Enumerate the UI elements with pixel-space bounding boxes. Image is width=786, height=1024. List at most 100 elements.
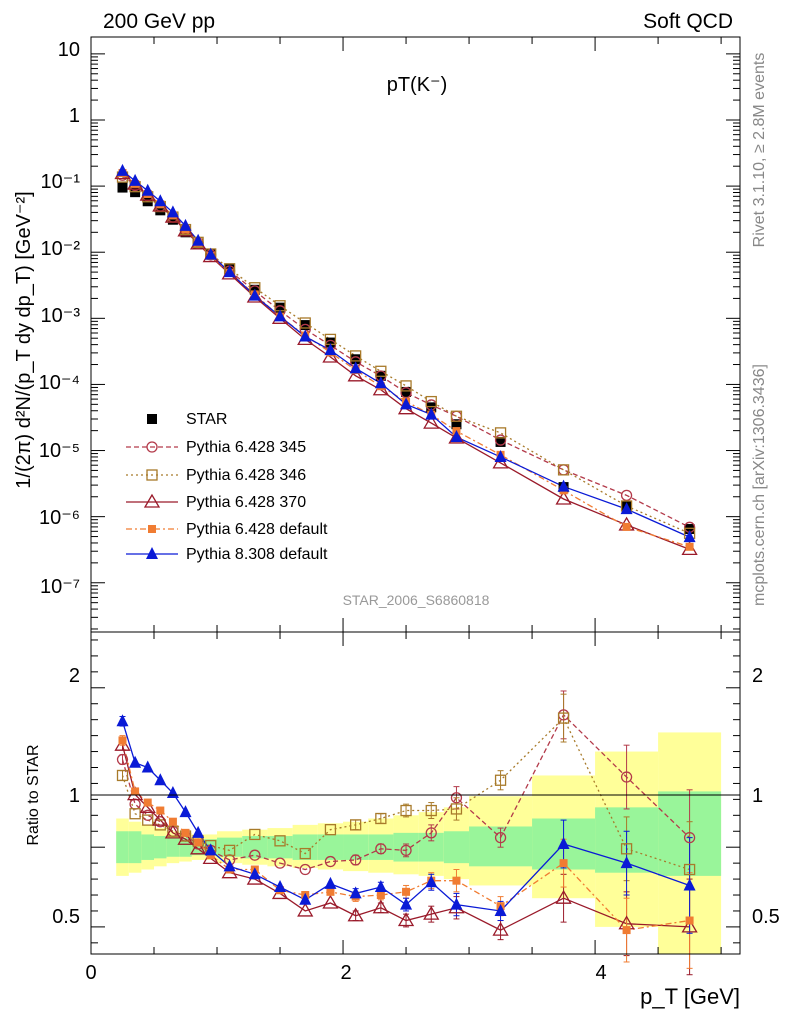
y-tick-label: 10⁻⁷ bbox=[40, 576, 80, 598]
data-point-pythia-6-428-default bbox=[622, 522, 631, 531]
legend-marker-pythia-6-428-345 bbox=[146, 441, 158, 453]
data-point-pythia-6-428-346 bbox=[425, 395, 437, 408]
data-markers bbox=[114, 163, 698, 936]
green-uncertainty-band bbox=[128, 831, 142, 864]
ratio-point-pythia-6-428-370 bbox=[423, 905, 440, 920]
ratio-point-pythia-6-428-370 bbox=[152, 811, 169, 826]
data-point-pythia-6-428-370 bbox=[347, 367, 364, 382]
green-uncertainty-band bbox=[292, 834, 318, 860]
x-axis-title: p_T [GeV] bbox=[640, 984, 740, 1009]
ratio-point-pythia-6-428-default bbox=[131, 787, 140, 796]
data-point-pythia-6-428-346 bbox=[450, 410, 463, 422]
ratio-tick-label-left: 2 bbox=[69, 665, 80, 687]
ratio-point-pythia-6-428-346 bbox=[142, 814, 154, 826]
ratio-point-pythia-6-428-default bbox=[181, 828, 190, 837]
ratio-point-pythia-6-428-346 bbox=[620, 843, 633, 855]
ratio-point-pythia-6-428-346 bbox=[494, 774, 507, 786]
y-tick-label: 10⁻⁵ bbox=[39, 440, 80, 462]
ratio-point-pythia-6-428-default bbox=[685, 916, 694, 925]
ratio-tick-label-right: 1 bbox=[752, 785, 763, 807]
ratio-point-pythia-6-428-370 bbox=[189, 840, 207, 855]
legend-label-pythia6-370: Pythia 6.428 370 bbox=[186, 494, 306, 511]
ratio-point-pythia-6-428-345 bbox=[324, 855, 337, 868]
ratio-point-pythia-6-428-370 bbox=[372, 899, 389, 914]
ratio-line-pythia-6-428-370 bbox=[121, 745, 690, 931]
ratio-tick-label-left: 1 bbox=[69, 785, 80, 807]
ratio-point-pythia-6-428-345 bbox=[349, 854, 362, 866]
x-tick-label: 4 bbox=[595, 962, 606, 984]
main-series-lines bbox=[122, 170, 690, 550]
ratio-point-pythia-6-428-370 bbox=[555, 889, 572, 904]
data-point-pythia-6-428-346 bbox=[299, 317, 311, 329]
ratio-point-pythia-6-428-345 bbox=[249, 849, 261, 861]
ratio-point-pythia-6-428-345 bbox=[494, 831, 507, 844]
ratio-plot-frame bbox=[90, 631, 741, 955]
ratio-point-pythia-8-308-default bbox=[192, 825, 205, 838]
ratio-point-pythia-6-428-345 bbox=[299, 863, 311, 876]
legend-marker-pythia-6-428-370 bbox=[143, 493, 161, 508]
data-point-star bbox=[117, 182, 128, 193]
ratio-point-pythia-8-308-default bbox=[204, 843, 217, 856]
ratio-point-pythia-6-428-345 bbox=[375, 843, 387, 855]
data-point-pythia-8-308-default bbox=[425, 407, 438, 420]
data-point-pythia-6-428-345 bbox=[557, 464, 570, 476]
ratio-point-pythia-8-308-default bbox=[324, 876, 337, 889]
data-point-star bbox=[401, 386, 412, 397]
ratio-point-pythia-6-428-default bbox=[194, 838, 203, 847]
data-point-pythia-8-308-default bbox=[683, 530, 696, 543]
ratio-point-pythia-6-428-370 bbox=[397, 912, 415, 927]
data-point-pythia-6-428-default bbox=[685, 542, 694, 551]
legend-symbols bbox=[126, 414, 178, 559]
ratio-point-pythia-6-428-346 bbox=[274, 835, 286, 847]
data-point-pythia-8-308-default bbox=[557, 479, 570, 492]
data-point-pythia-6-428-346 bbox=[349, 350, 362, 362]
legend-marker-pythia-6-428-346 bbox=[146, 469, 158, 481]
ratio-line-pythia-6-428-345 bbox=[121, 713, 691, 871]
ratio-point-pythia-8-308-default bbox=[494, 903, 507, 916]
legend-label-pythia6-default: Pythia 6.428 default bbox=[186, 521, 328, 538]
green-uncertainty-band bbox=[166, 837, 180, 857]
data-point-pythia-6-428-370 bbox=[448, 429, 465, 444]
legend-marker-star bbox=[147, 414, 157, 424]
legend-label-star: STAR bbox=[186, 411, 227, 428]
rivet-version-label: Rivet 3.1.10, ≥ 2.8M events bbox=[751, 53, 768, 248]
data-point-star bbox=[451, 419, 462, 430]
y-tick-label: 10⁻⁶ bbox=[39, 507, 80, 529]
data-point-pythia-8-308-default bbox=[374, 376, 387, 389]
series-line-pythia-6-428-default bbox=[122, 172, 690, 548]
ratio-point-pythia-6-428-370 bbox=[322, 894, 339, 909]
data-point-star bbox=[350, 354, 361, 365]
ratio-point-pythia-6-428-default bbox=[402, 887, 411, 896]
data-point-star bbox=[155, 205, 166, 216]
ratio-point-pythia-8-308-default bbox=[129, 755, 142, 768]
y-tick-label: 10⁻⁴ bbox=[39, 372, 80, 394]
ratio-point-pythia-8-308-default bbox=[425, 875, 438, 888]
ratio-point-pythia-8-308-default bbox=[116, 714, 129, 727]
ratio-point-pythia-8-308-default bbox=[179, 805, 192, 818]
green-uncertainty-band bbox=[267, 836, 293, 859]
ratio-point-pythia-6-428-345 bbox=[400, 844, 412, 857]
data-point-pythia-6-428-346 bbox=[494, 427, 507, 439]
data-point-pythia-8-308-default bbox=[349, 361, 362, 374]
ratio-tick-label-right: 0.5 bbox=[752, 906, 780, 928]
data-point-pythia-6-428-346 bbox=[400, 380, 412, 392]
x-tick-label: 0 bbox=[85, 962, 96, 984]
data-point-pythia-8-308-default bbox=[400, 397, 413, 410]
data-point-pythia-8-308-default bbox=[179, 218, 192, 231]
main-plot-frame bbox=[90, 36, 741, 633]
ratio-point-pythia-8-308-default bbox=[248, 867, 261, 880]
ratio-point-pythia-6-428-346 bbox=[400, 804, 412, 817]
ratio-point-pythia-6-428-346 bbox=[425, 804, 437, 817]
data-point-pythia-8-308-default bbox=[620, 502, 633, 515]
legend-label-pythia6-345: Pythia 6.428 345 bbox=[186, 439, 306, 456]
ratio-point-pythia-8-308-default bbox=[223, 859, 236, 872]
data-point-star bbox=[275, 302, 286, 313]
data-point-pythia-8-308-default bbox=[494, 449, 507, 462]
ratio-point-pythia-6-428-default bbox=[118, 736, 127, 745]
axis-ticks bbox=[90, 37, 740, 954]
data-point-pythia-8-308-default bbox=[223, 265, 236, 278]
ratio-point-pythia-6-428-346 bbox=[299, 847, 311, 860]
ratio-point-pythia-6-428-346 bbox=[349, 819, 362, 831]
data-point-pythia-8-308-default bbox=[204, 247, 217, 260]
data-point-pythia-6-428-346 bbox=[375, 365, 387, 377]
